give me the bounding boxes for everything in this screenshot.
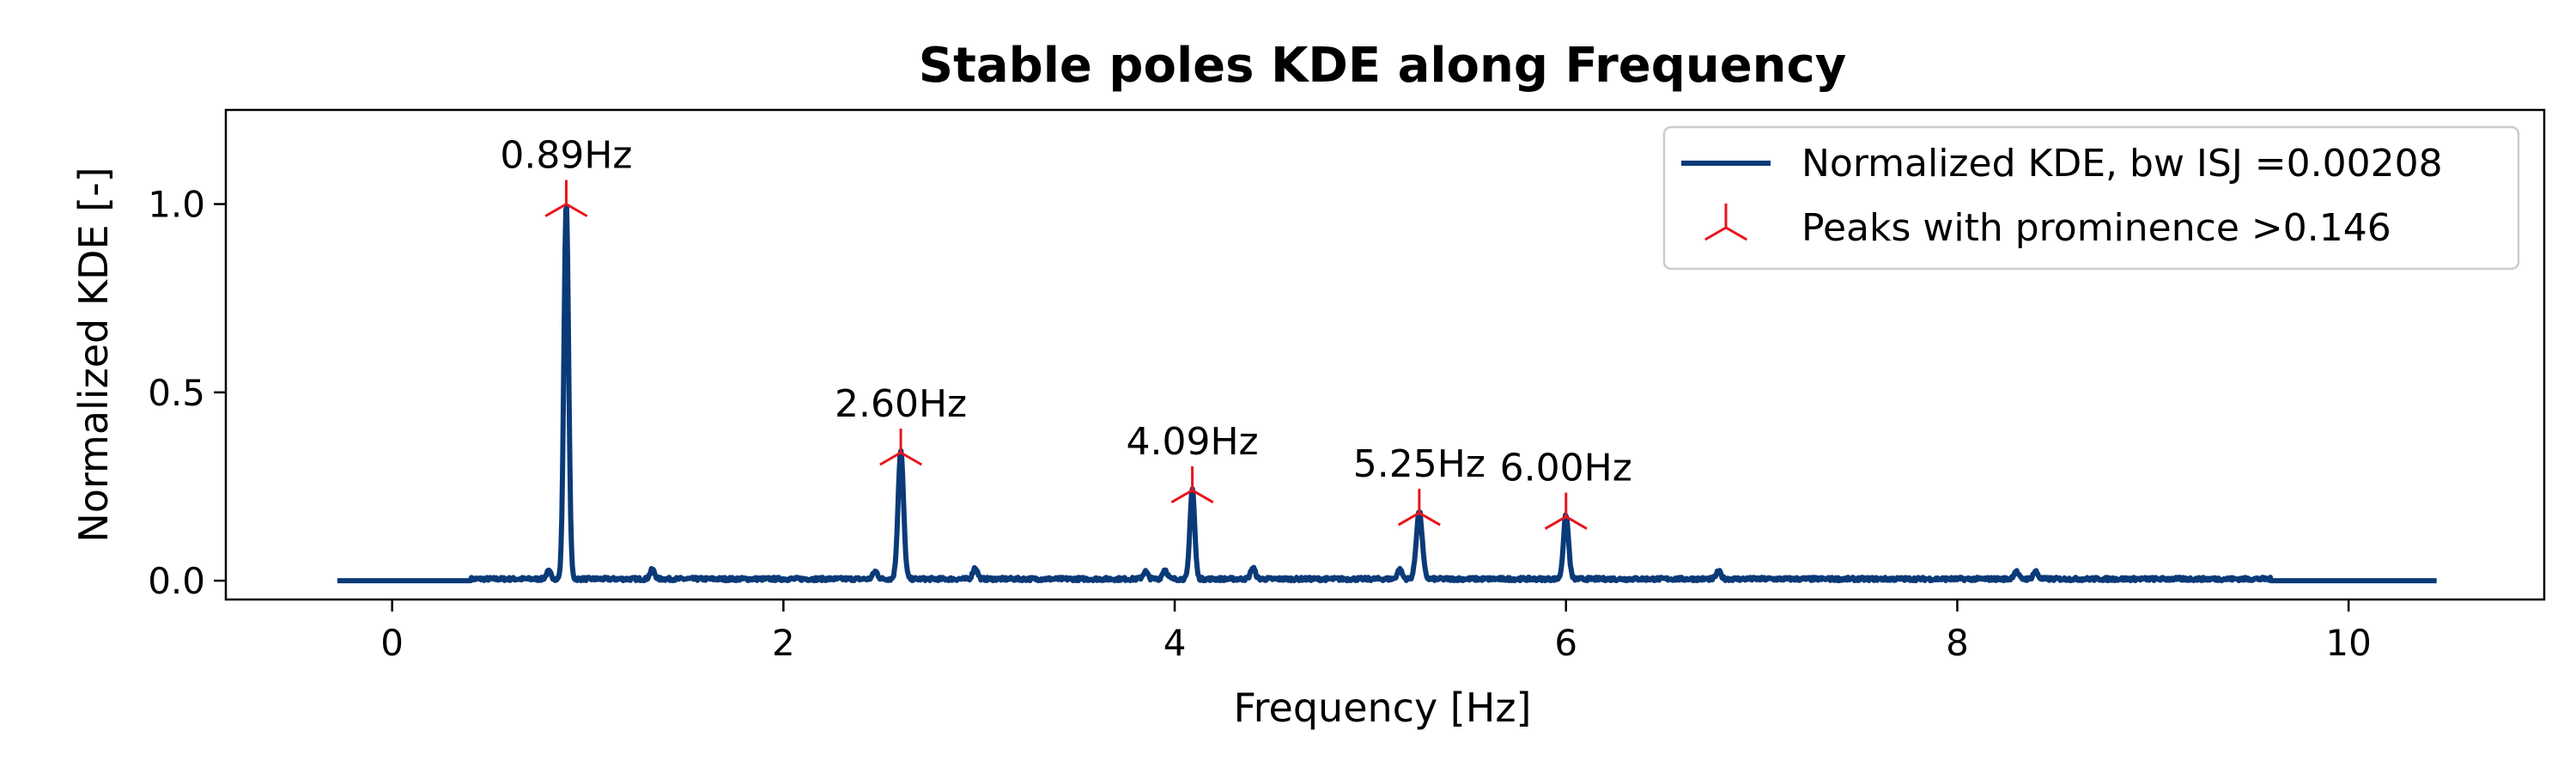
x-axis-label: Frequency [Hz] bbox=[1234, 685, 1532, 731]
x-tick-label: 4 bbox=[1163, 622, 1187, 664]
y-tick-label: 1.0 bbox=[148, 184, 205, 226]
axis-ticks: 0 2 4 6 8 10 0.0 0.5 1.0 bbox=[148, 184, 2372, 664]
legend-tri-marker bbox=[1704, 204, 1747, 241]
x-tick-label: 2 bbox=[772, 622, 795, 664]
peak-label: 4.09Hz bbox=[1126, 420, 1258, 464]
chart-title: Stable poles KDE along Frequency bbox=[919, 38, 1847, 94]
peak-marker bbox=[1170, 466, 1214, 504]
peak-label: 2.60Hz bbox=[835, 382, 967, 426]
peak-marker bbox=[1397, 489, 1441, 526]
peak-marker bbox=[879, 429, 923, 466]
legend-entry-kde: Normalized KDE, bw ISJ =0.00208 bbox=[1801, 142, 2443, 186]
peak-marker bbox=[544, 180, 588, 217]
y-axis-label: Normalized KDE [-] bbox=[70, 167, 117, 542]
legend: Normalized KDE, bw ISJ =0.00208 Peaks wi… bbox=[1662, 125, 2520, 271]
peak-label: 0.89Hz bbox=[500, 134, 632, 178]
x-tick-label: 0 bbox=[380, 622, 404, 664]
y-tick-label: 0.0 bbox=[148, 560, 205, 602]
legend-box bbox=[1662, 125, 2520, 271]
kde-series-line bbox=[335, 204, 2439, 584]
legend-entry-peaks: Peaks with prominence >0.146 bbox=[1801, 206, 2391, 250]
peak-label: 5.25Hz bbox=[1353, 442, 1485, 486]
plot-area: 0.89Hz 2.60Hz 4.09Hz 5.25Hz 6.00Hz bbox=[335, 134, 2439, 584]
x-tick-label: 6 bbox=[1554, 622, 1577, 664]
peak-marker bbox=[1544, 492, 1588, 530]
axes-frame bbox=[224, 108, 2546, 601]
x-tick-label: 10 bbox=[2325, 622, 2371, 664]
peak-label: 6.00Hz bbox=[1500, 447, 1632, 490]
y-tick-label: 0.5 bbox=[148, 372, 205, 414]
legend-marker-swatch bbox=[1704, 204, 1747, 241]
x-tick-label: 8 bbox=[1946, 622, 1969, 664]
